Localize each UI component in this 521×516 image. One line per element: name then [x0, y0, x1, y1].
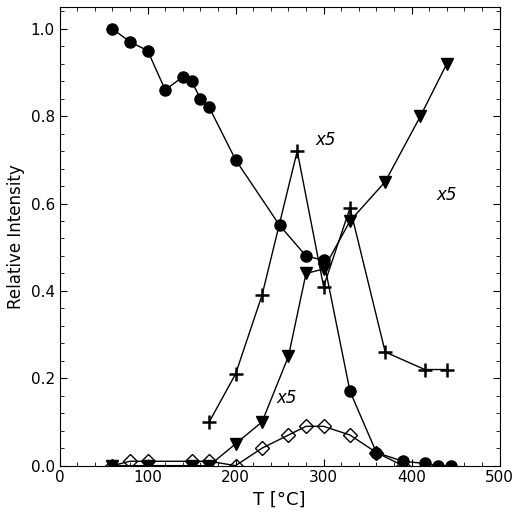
- Text: x5: x5: [277, 389, 297, 407]
- tBASe: [180, 74, 186, 80]
- MASe: [382, 349, 388, 355]
- Line: DASe: DASe: [107, 58, 452, 471]
- tBASe: [448, 462, 454, 469]
- DASe: [444, 61, 450, 67]
- DMSe: [144, 458, 151, 464]
- tBASe: [109, 26, 116, 32]
- DASe: [286, 353, 292, 360]
- DASe: [206, 462, 213, 469]
- tBASe: [421, 460, 428, 466]
- DASe: [189, 462, 195, 469]
- tBASe: [435, 462, 441, 469]
- MASe: [294, 148, 300, 154]
- DASe: [109, 462, 116, 469]
- Y-axis label: Relative Intensity: Relative Intensity: [7, 164, 25, 309]
- MASe: [444, 366, 450, 373]
- DMSe: [127, 458, 133, 464]
- tBASe: [189, 78, 195, 84]
- DMSe: [109, 462, 116, 469]
- MASe: [320, 283, 327, 289]
- tBASe: [232, 157, 239, 163]
- DMSe: [189, 458, 195, 464]
- tBASe: [277, 222, 283, 229]
- DASe: [320, 266, 327, 272]
- MASe: [421, 366, 428, 373]
- Line: tBASe: tBASe: [107, 23, 457, 471]
- DASe: [144, 462, 151, 469]
- DASe: [303, 270, 309, 277]
- tBASe: [162, 87, 168, 93]
- tBASe: [347, 388, 353, 394]
- tBASe: [373, 449, 379, 456]
- DMSe: [320, 423, 327, 429]
- DASe: [232, 441, 239, 447]
- DMSe: [400, 462, 406, 469]
- DMSe: [206, 458, 213, 464]
- Line: DMSe: DMSe: [107, 422, 407, 471]
- DASe: [382, 179, 388, 185]
- MASe: [347, 205, 353, 211]
- DMSe: [259, 445, 265, 452]
- MASe: [232, 371, 239, 377]
- tBASe: [303, 253, 309, 259]
- MASe: [259, 292, 265, 298]
- MASe: [206, 419, 213, 425]
- X-axis label: T [°C]: T [°C]: [253, 491, 306, 509]
- Line: MASe: MASe: [202, 144, 454, 429]
- tBASe: [127, 39, 133, 45]
- tBASe: [144, 47, 151, 54]
- Text: x5: x5: [315, 131, 336, 149]
- tBASe: [206, 104, 213, 110]
- DMSe: [373, 449, 379, 456]
- DMSe: [303, 423, 309, 429]
- DASe: [417, 113, 424, 119]
- tBASe: [400, 458, 406, 464]
- tBASe: [320, 257, 327, 263]
- DASe: [347, 218, 353, 224]
- tBASe: [197, 95, 204, 102]
- DMSe: [347, 432, 353, 438]
- DMSe: [286, 432, 292, 438]
- DASe: [259, 419, 265, 425]
- Text: x5: x5: [437, 186, 457, 204]
- DMSe: [232, 462, 239, 469]
